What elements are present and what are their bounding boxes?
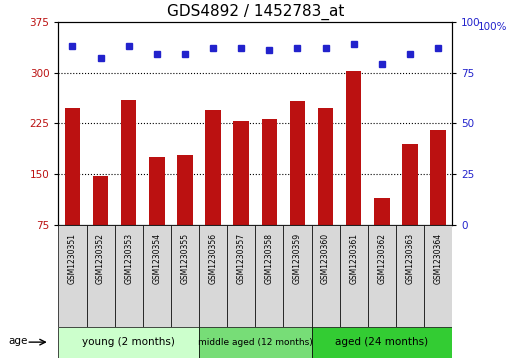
Bar xyxy=(396,225,424,327)
Text: GSM1230355: GSM1230355 xyxy=(180,233,189,284)
Bar xyxy=(58,327,199,358)
Bar xyxy=(199,225,227,327)
Text: GSM1230359: GSM1230359 xyxy=(293,233,302,284)
Text: 100%: 100% xyxy=(478,22,507,32)
Bar xyxy=(143,225,171,327)
Text: GSM1230353: GSM1230353 xyxy=(124,233,133,284)
Bar xyxy=(234,121,249,225)
Bar xyxy=(283,225,311,327)
Bar xyxy=(171,225,199,327)
Bar xyxy=(177,155,193,225)
Bar xyxy=(368,225,396,327)
Text: GSM1230357: GSM1230357 xyxy=(237,233,246,284)
Bar xyxy=(58,225,86,327)
Text: GSM1230360: GSM1230360 xyxy=(321,233,330,284)
Text: GSM1230356: GSM1230356 xyxy=(209,233,217,284)
Text: GSM1230358: GSM1230358 xyxy=(265,233,274,284)
Bar xyxy=(374,198,390,225)
Bar xyxy=(93,176,108,225)
Bar xyxy=(311,225,340,327)
Bar xyxy=(311,327,452,358)
Text: GSM1230352: GSM1230352 xyxy=(96,233,105,284)
Bar xyxy=(121,100,137,225)
Text: GSM1230354: GSM1230354 xyxy=(152,233,162,284)
Text: GSM1230364: GSM1230364 xyxy=(433,233,442,284)
Title: GDS4892 / 1452783_at: GDS4892 / 1452783_at xyxy=(167,4,344,20)
Text: age: age xyxy=(9,335,28,346)
Text: GSM1230351: GSM1230351 xyxy=(68,233,77,284)
Bar xyxy=(290,101,305,225)
Text: middle aged (12 months): middle aged (12 months) xyxy=(198,338,312,347)
Text: aged (24 months): aged (24 months) xyxy=(335,337,428,347)
Bar xyxy=(65,108,80,225)
Bar xyxy=(346,71,361,225)
Bar xyxy=(255,225,283,327)
Bar xyxy=(402,144,418,225)
Text: GSM1230362: GSM1230362 xyxy=(377,233,386,284)
Bar xyxy=(318,108,333,225)
Bar xyxy=(340,225,368,327)
Bar xyxy=(262,119,277,225)
Text: GSM1230363: GSM1230363 xyxy=(405,233,415,284)
Text: young (2 months): young (2 months) xyxy=(82,337,175,347)
Bar xyxy=(227,225,255,327)
Bar xyxy=(205,110,221,225)
Bar xyxy=(149,157,165,225)
Bar xyxy=(115,225,143,327)
Bar xyxy=(430,130,446,225)
Bar xyxy=(424,225,452,327)
Bar xyxy=(199,327,311,358)
Bar xyxy=(86,225,115,327)
Text: GSM1230361: GSM1230361 xyxy=(349,233,358,284)
